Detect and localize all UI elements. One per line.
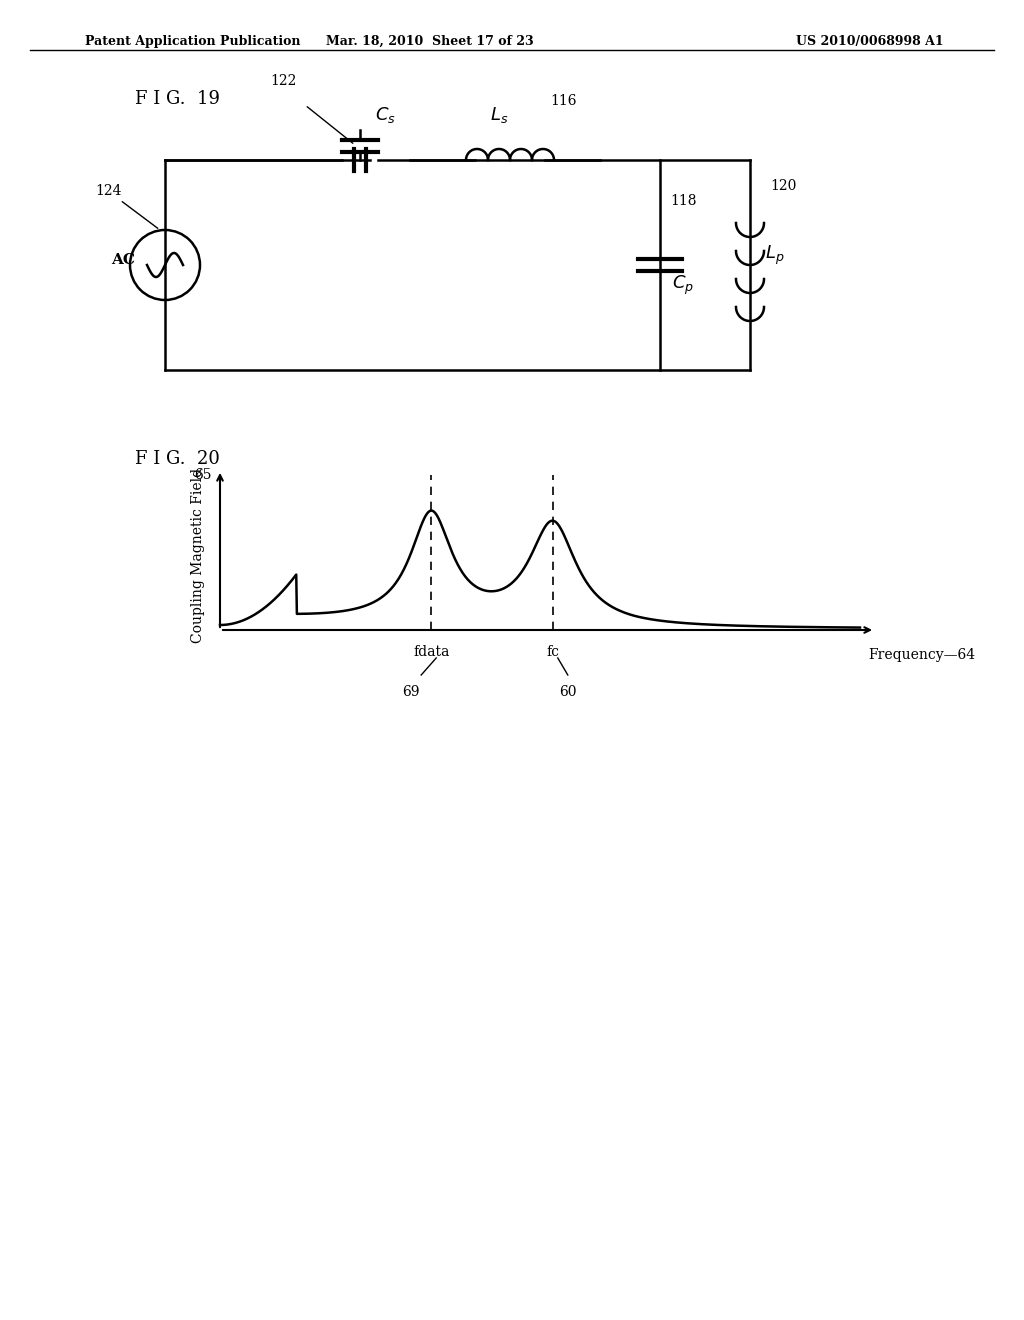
Text: F I G.  19: F I G. 19 bbox=[135, 90, 220, 108]
Text: fdata: fdata bbox=[413, 645, 450, 659]
Text: 122: 122 bbox=[270, 74, 296, 88]
Text: Coupling Magnetic Field: Coupling Magnetic Field bbox=[191, 467, 205, 643]
Text: 60: 60 bbox=[559, 685, 577, 700]
Text: AC: AC bbox=[111, 253, 135, 267]
Text: $C_p$: $C_p$ bbox=[672, 273, 694, 297]
Text: fc: fc bbox=[546, 645, 559, 659]
Text: 69: 69 bbox=[402, 685, 420, 700]
Text: Mar. 18, 2010  Sheet 17 of 23: Mar. 18, 2010 Sheet 17 of 23 bbox=[327, 36, 534, 48]
Text: 116: 116 bbox=[550, 94, 577, 108]
Text: 124: 124 bbox=[95, 183, 122, 198]
Text: $L_s$: $L_s$ bbox=[490, 106, 508, 125]
Text: 118: 118 bbox=[670, 194, 696, 209]
Text: $L_p$: $L_p$ bbox=[765, 243, 784, 267]
Text: F I G.  20: F I G. 20 bbox=[135, 450, 220, 469]
Text: $C_s$: $C_s$ bbox=[375, 106, 396, 125]
Text: Frequency—64: Frequency—64 bbox=[868, 648, 975, 663]
Text: US 2010/0068998 A1: US 2010/0068998 A1 bbox=[797, 36, 944, 48]
Text: 120: 120 bbox=[770, 180, 797, 193]
Text: Patent Application Publication: Patent Application Publication bbox=[85, 36, 300, 48]
Text: 65: 65 bbox=[195, 469, 212, 482]
